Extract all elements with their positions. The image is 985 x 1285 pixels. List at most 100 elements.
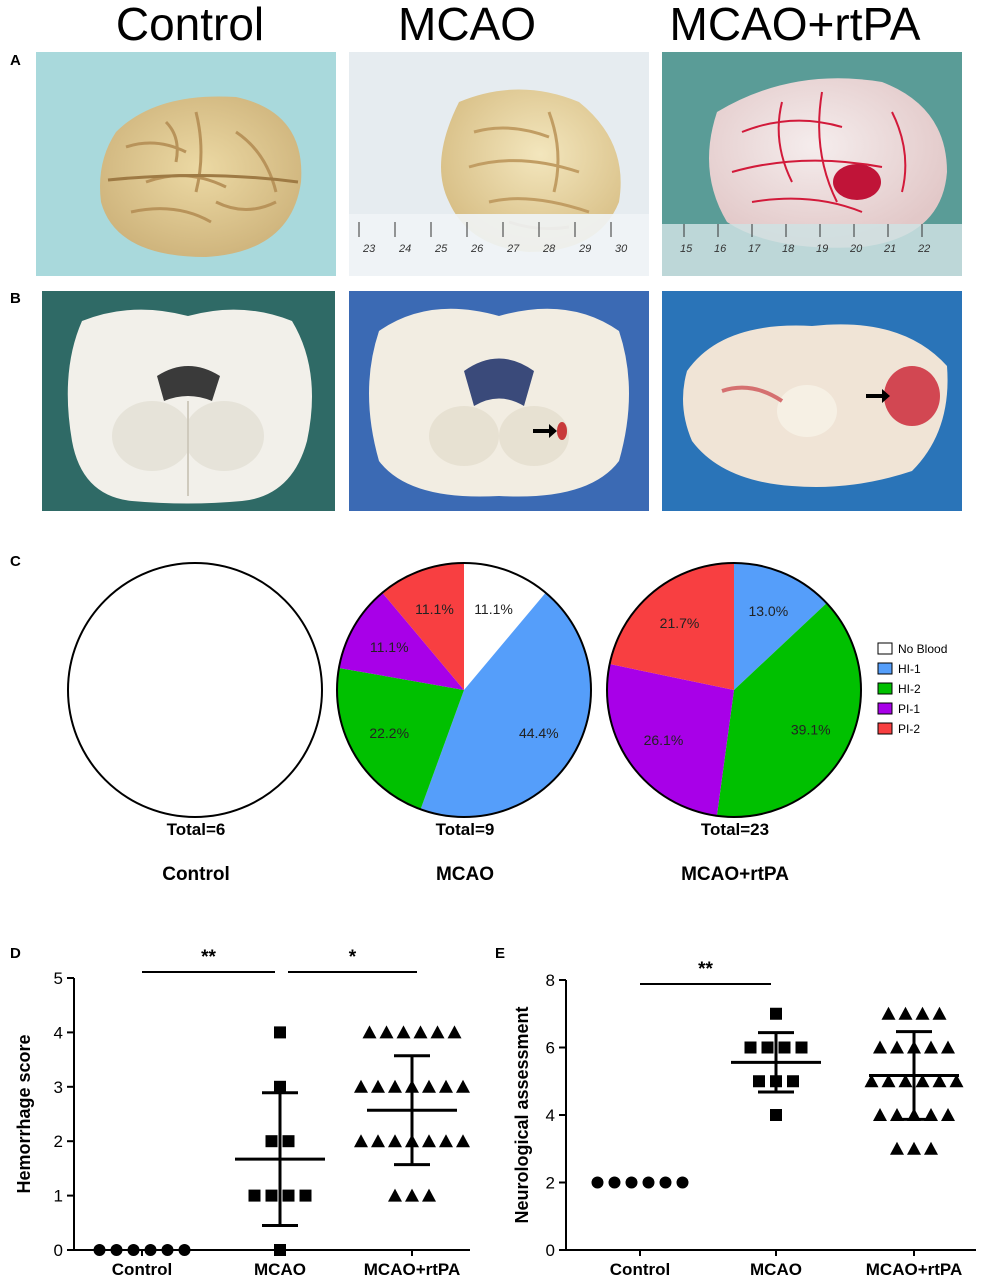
pie-total-control: Total=6 — [166, 820, 226, 839]
data-point — [924, 1040, 938, 1054]
ruler-label: 21 — [883, 243, 896, 255]
x-tick-label: MCAO — [750, 1260, 802, 1279]
legend-swatch — [877, 642, 893, 655]
data-point — [873, 1040, 887, 1054]
pie-slice-label: 44.4% — [519, 725, 559, 741]
x-tick-label: MCAO+rtPA — [866, 1260, 963, 1279]
data-point — [932, 1006, 947, 1020]
data-point — [371, 1079, 385, 1093]
pie-slice — [716, 603, 861, 817]
y-axis-label: Hemorrhage score — [14, 1034, 34, 1193]
panel-label-b: B — [10, 290, 21, 307]
ruler-label: 17 — [748, 243, 761, 255]
ruler-label: 25 — [434, 243, 448, 255]
data-point — [371, 1134, 385, 1148]
pie-charts: 11.1% 44.4% 22.2% 11.1% 11.1% 13.0% 39.1% 26.1… — [67, 562, 947, 818]
data-point — [890, 1040, 904, 1054]
data-point — [354, 1134, 368, 1148]
ruler-label: 16 — [714, 243, 727, 255]
y-tick-label: 3 — [54, 1078, 63, 1097]
data-point — [890, 1141, 904, 1155]
data-point — [388, 1079, 402, 1093]
data-point — [753, 1075, 765, 1088]
data-point — [770, 1109, 782, 1121]
pie-outline — [606, 562, 862, 818]
data-point — [299, 1189, 312, 1202]
legend-label: PI-2 — [898, 722, 920, 736]
data-point — [388, 1134, 402, 1148]
y-tick-label: 0 — [546, 1241, 555, 1260]
panel-label-a: A — [10, 52, 21, 69]
legend-label: No Blood — [898, 642, 947, 656]
pie-slice — [734, 563, 827, 690]
data-point — [907, 1141, 921, 1155]
pie-total-mcao-rtpa: Total=23 — [700, 820, 770, 839]
data-point — [265, 1135, 278, 1148]
data-point — [642, 1176, 655, 1189]
ruler-label: 18 — [782, 243, 795, 255]
significance-label: * — [349, 947, 357, 968]
data-point — [388, 1188, 402, 1202]
pie-name-mcao-rtpa: MCAO+rtPA — [681, 864, 789, 885]
pie-slice-label: 11.1% — [474, 601, 513, 617]
pie-slice — [609, 563, 734, 690]
pie-slice — [338, 592, 464, 690]
data-point — [676, 1176, 689, 1189]
data-point — [898, 1006, 913, 1020]
data-point — [941, 1108, 955, 1121]
legend-label: HI-1 — [898, 662, 921, 676]
y-tick-label: 4 — [546, 1106, 555, 1125]
data-point — [447, 1025, 462, 1039]
data-point — [864, 1074, 879, 1088]
data-point — [591, 1176, 604, 1189]
data-point — [915, 1006, 930, 1020]
pie-chart-control — [67, 562, 323, 818]
x-tick-label: Control — [112, 1260, 172, 1279]
data-point — [430, 1025, 445, 1039]
data-point — [625, 1176, 638, 1189]
y-tick-label: 1 — [54, 1187, 63, 1206]
data-point — [379, 1025, 394, 1039]
ruler-label: 30 — [615, 243, 628, 255]
data-point — [396, 1025, 411, 1039]
data-point — [422, 1134, 436, 1148]
data-point — [873, 1108, 887, 1121]
data-point — [274, 1026, 286, 1039]
data-point — [405, 1188, 419, 1202]
pie-slice-label: 22.2% — [369, 725, 409, 741]
mcao-rtpa-brain-lateral-photo: 15 16 17 18 19 20 21 22 — [662, 52, 962, 276]
pie-outline — [336, 562, 592, 818]
data-point — [744, 1041, 757, 1054]
pie-slice-label: 13.0% — [748, 603, 788, 619]
data-point — [924, 1108, 938, 1121]
legend-swatch — [877, 722, 893, 735]
ruler-label: 28 — [542, 243, 556, 255]
data-point — [456, 1134, 470, 1148]
x-tick-label: MCAO — [254, 1260, 306, 1279]
ruler-label: 19 — [816, 243, 828, 255]
ruler-label: 15 — [680, 243, 693, 255]
significance-label: ** — [201, 947, 216, 968]
mcao-rtpa-section-photo — [662, 291, 962, 511]
data-point — [915, 1074, 930, 1088]
legend-label: HI-2 — [898, 682, 921, 696]
y-tick-label: 2 — [546, 1174, 555, 1193]
y-tick-label: 6 — [546, 1039, 555, 1058]
pie-legend: No Blood HI-1 HI-2 PI-1 PI-2 — [877, 642, 947, 736]
mcao-coronal-section-photo — [349, 291, 649, 511]
ruler-label: 23 — [362, 243, 376, 255]
significance-label: ** — [698, 959, 713, 980]
y-axis-label: Neurological assessment — [512, 1006, 532, 1223]
data-point — [890, 1108, 904, 1121]
data-point — [282, 1135, 295, 1148]
data-point — [362, 1025, 377, 1039]
pie-slice — [464, 563, 546, 690]
legend-swatch — [877, 702, 893, 715]
data-point — [881, 1074, 896, 1088]
scatter-plot-neurological: 0 2 4 6 8 Neurological assessment Control MCAO M… — [512, 959, 976, 1279]
ruler-label: 20 — [849, 243, 863, 255]
data-point — [941, 1040, 955, 1054]
y-tick-label: 8 — [546, 971, 555, 990]
data-point — [110, 1244, 123, 1256]
y-tick-label: 5 — [54, 969, 63, 988]
